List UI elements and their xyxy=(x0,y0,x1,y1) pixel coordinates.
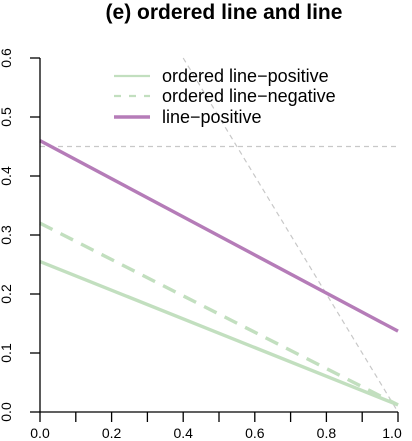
y-tick-label-0: 0.0 xyxy=(0,402,14,422)
y-axis-ticks: 0.0 0.1 0.2 0.3 0.4 0.5 0.6 xyxy=(0,48,40,422)
series-lines xyxy=(39,139,399,407)
reference-line-1 xyxy=(182,57,399,413)
x-tick-label-3: 0.6 xyxy=(245,425,265,441)
y-tick-label-1: 0.1 xyxy=(0,343,14,363)
chart-title: (e) ordered line and line xyxy=(106,1,343,24)
y-tick-label-3: 0.3 xyxy=(0,225,14,245)
series-line-1 xyxy=(39,221,399,407)
series-line-0 xyxy=(39,259,399,407)
legend-label-0: ordered line−positive xyxy=(162,66,329,86)
legend-label-2: line−positive xyxy=(162,107,262,127)
x-tick-label-0: 0.0 xyxy=(30,425,50,441)
y-tick-label-2: 0.2 xyxy=(0,284,14,304)
reference-lines xyxy=(40,57,399,413)
series-line-2 xyxy=(39,139,399,333)
legend-label-1: ordered line−negative xyxy=(162,86,336,106)
x-tick-label-2: 0.4 xyxy=(173,425,193,441)
x-tick-label-1: 0.2 xyxy=(102,425,122,441)
y-tick-label-4: 0.4 xyxy=(0,166,14,186)
x-tick-label-5: 1.0 xyxy=(382,425,402,441)
y-tick-label-5: 0.5 xyxy=(0,107,14,127)
y-tick-label-6: 0.6 xyxy=(0,48,14,68)
x-tick-label-4: 0.8 xyxy=(317,425,337,441)
x-axis-ticks: 0.0 0.2 0.4 0.6 0.8 1.0 xyxy=(30,412,402,441)
